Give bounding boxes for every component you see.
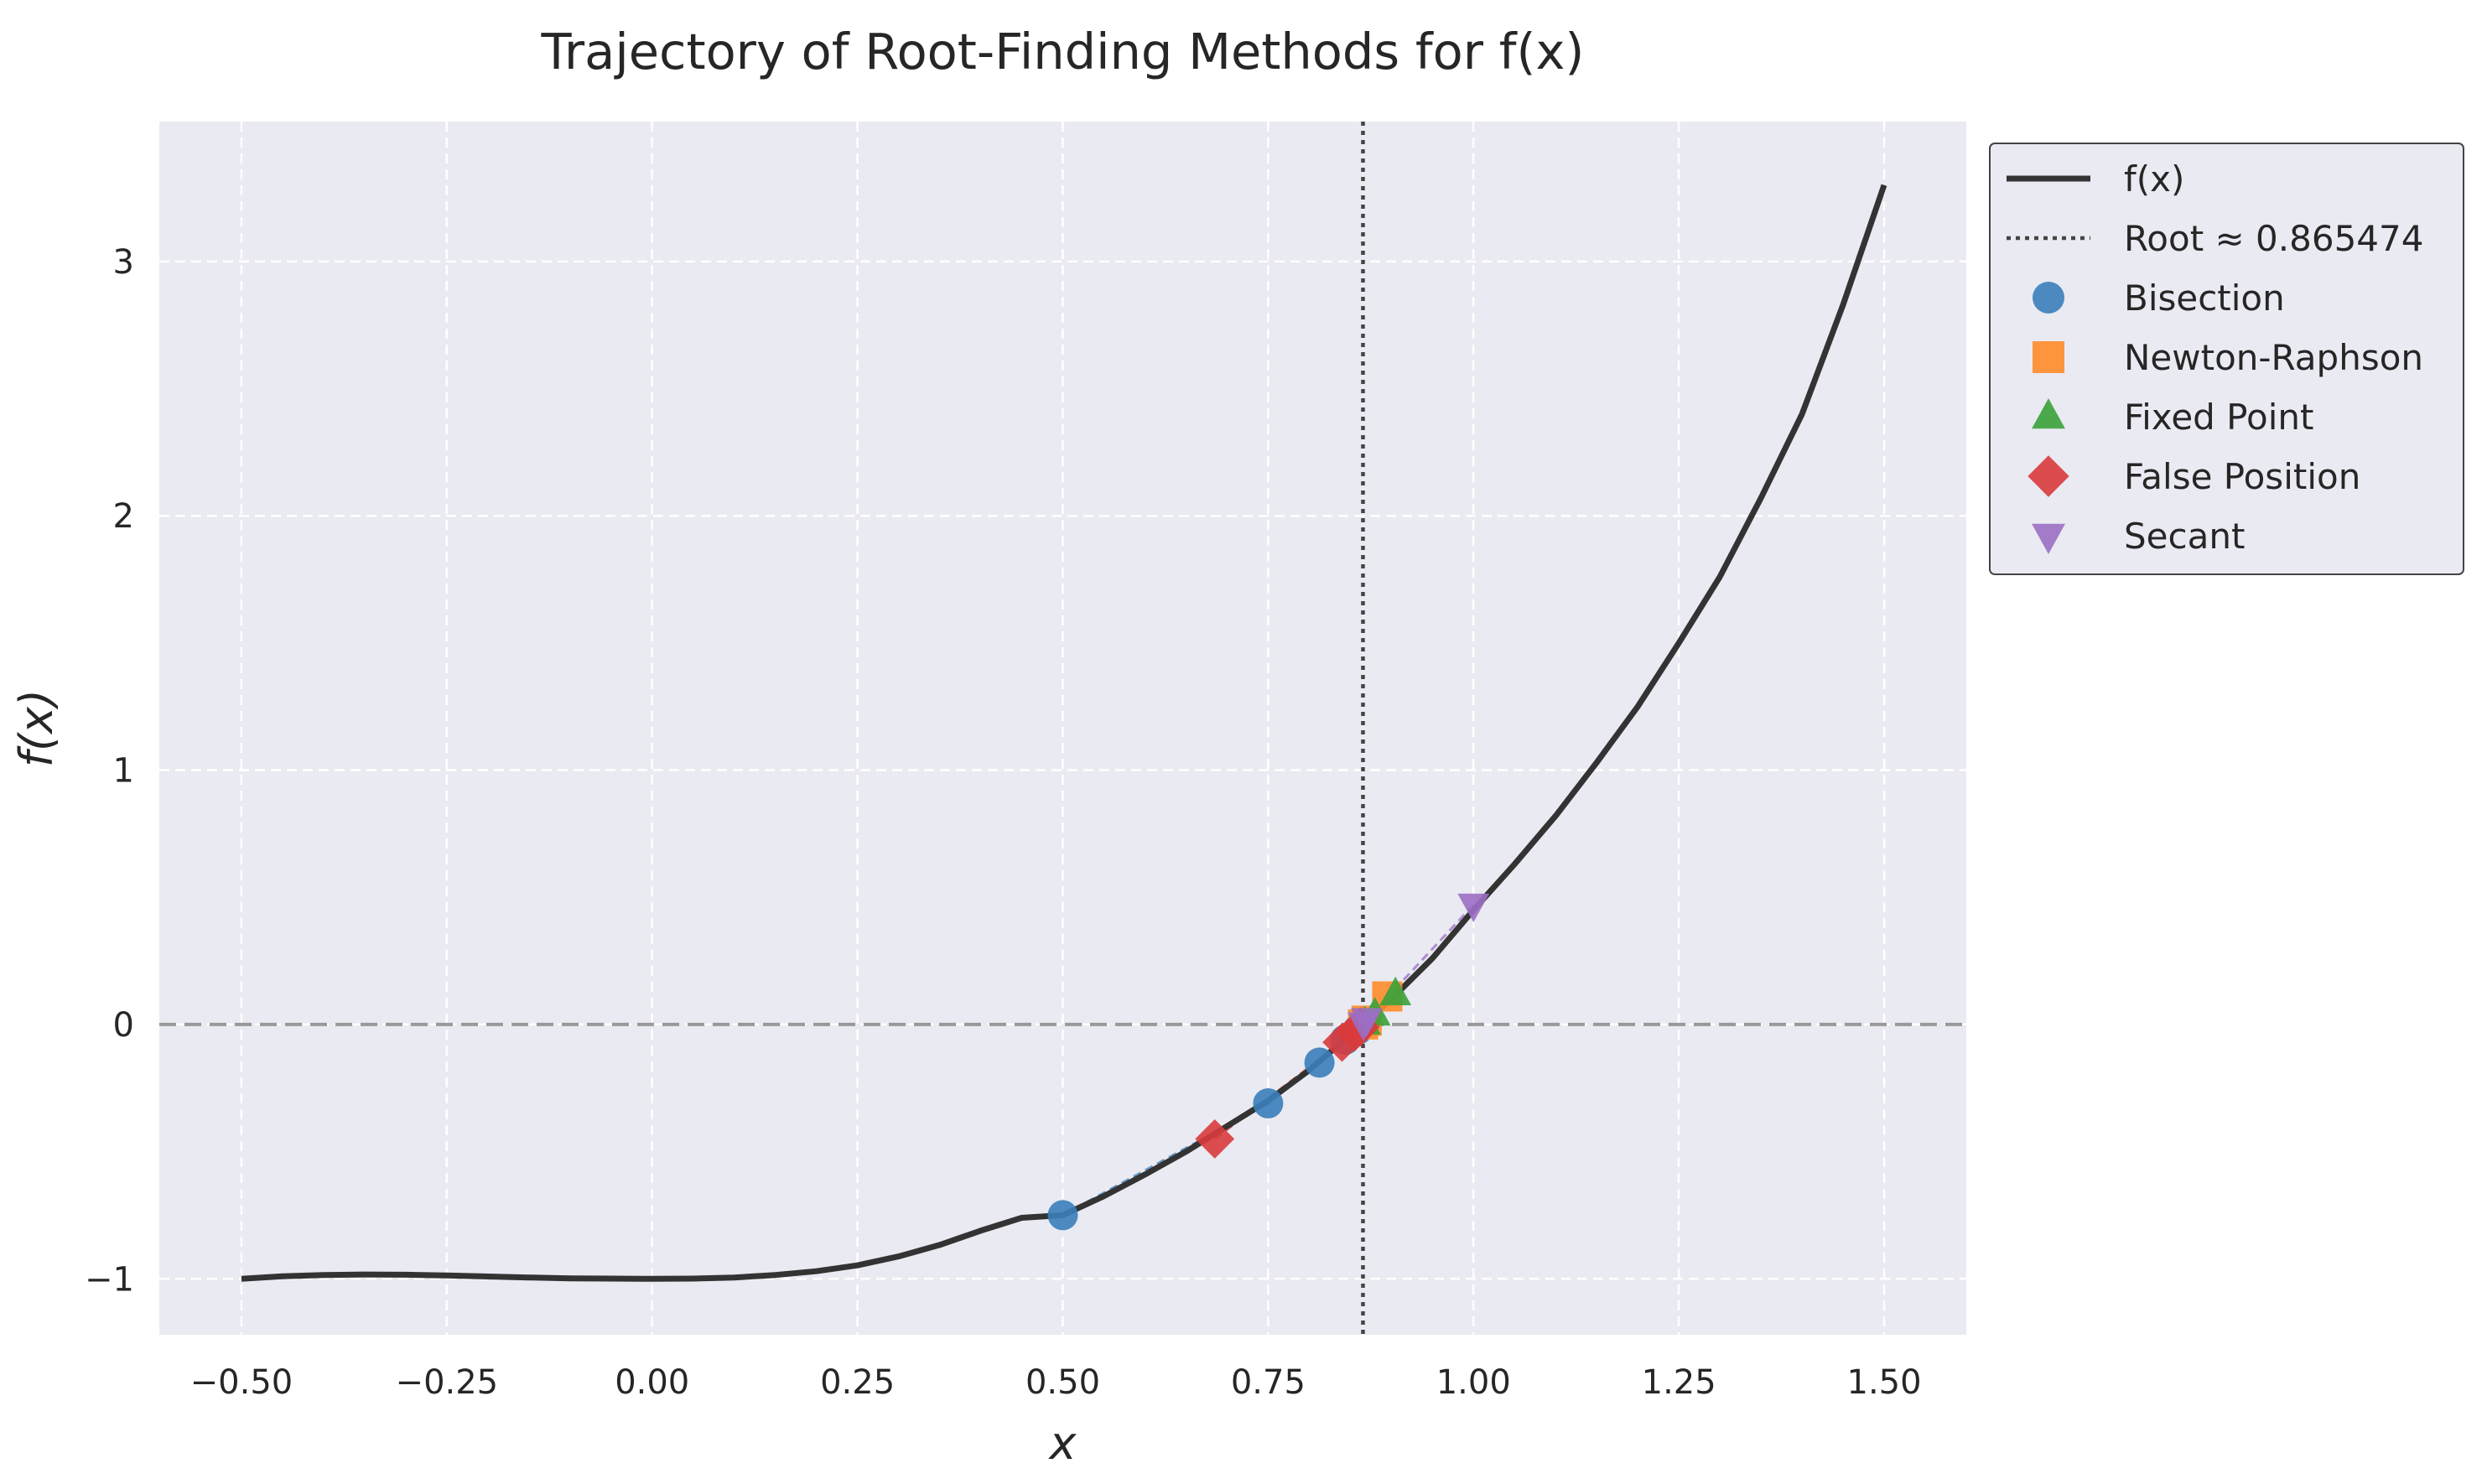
y-tick-label: 2: [113, 497, 134, 536]
x-tick-label: 1.00: [1436, 1363, 1511, 1402]
legend-label: False Position: [2124, 456, 2360, 497]
legend-label: Root ≈ 0.865474: [2124, 218, 2423, 259]
markers: [1047, 893, 1490, 1231]
y-tick-label: 1: [113, 752, 134, 791]
legend-label: Secant: [2124, 516, 2245, 557]
x-tick-label: −0.50: [190, 1363, 293, 1402]
x-axis-label: x: [1048, 1417, 1077, 1470]
x-ticks: −0.50 −0.25 0.00 0.25 0.50 0.75 1.00 1.25 1.50: [190, 1363, 1922, 1402]
bisection-marker: [1304, 1047, 1335, 1078]
x-tick-label: 0.50: [1025, 1363, 1100, 1402]
x-tick-label: −0.25: [396, 1363, 499, 1402]
y-tick-label: 0: [113, 1006, 134, 1045]
bisection-marker: [1253, 1087, 1284, 1118]
x-tick-label: 1.25: [1642, 1363, 1716, 1402]
legend-label: Newton-Raphson: [2124, 337, 2423, 378]
legend-marker: [2033, 341, 2064, 373]
legend-marker: [2028, 455, 2069, 497]
x-tick-label: 0.25: [820, 1363, 895, 1402]
x-tick-label: 0.75: [1231, 1363, 1306, 1402]
legend: f(x) Root ≈ 0.865474 Bisection Newton-Raphs…: [1989, 143, 2464, 575]
chart-title: Trajectory of Root-Finding Methods for f…: [541, 23, 1585, 80]
secant-marker: [1457, 893, 1490, 923]
false-position-marker: [1195, 1119, 1235, 1159]
legend-marker: [2032, 398, 2065, 429]
y-axis-label: f(x): [10, 689, 63, 767]
legend-label: f(x): [2124, 158, 2184, 200]
y-tick-label: 3: [113, 243, 134, 282]
legend-marker: [2032, 523, 2065, 554]
secant-marker: [1347, 1012, 1379, 1041]
legend-label: Bisection: [2124, 278, 2285, 319]
legend-label: Fixed Point: [2124, 397, 2313, 438]
x-tick-label: 1.50: [1847, 1363, 1922, 1402]
legend-marker: [2033, 282, 2064, 314]
x-tick-label: 0.00: [615, 1363, 689, 1402]
fixed-point-marker: [1379, 976, 1412, 1006]
grid: [159, 122, 1966, 1335]
legend-box: [1989, 143, 2464, 575]
y-tick-label: −1: [85, 1260, 134, 1299]
bisection-marker: [1047, 1200, 1078, 1231]
y-ticks: −1 0 1 2 3: [85, 243, 134, 1299]
